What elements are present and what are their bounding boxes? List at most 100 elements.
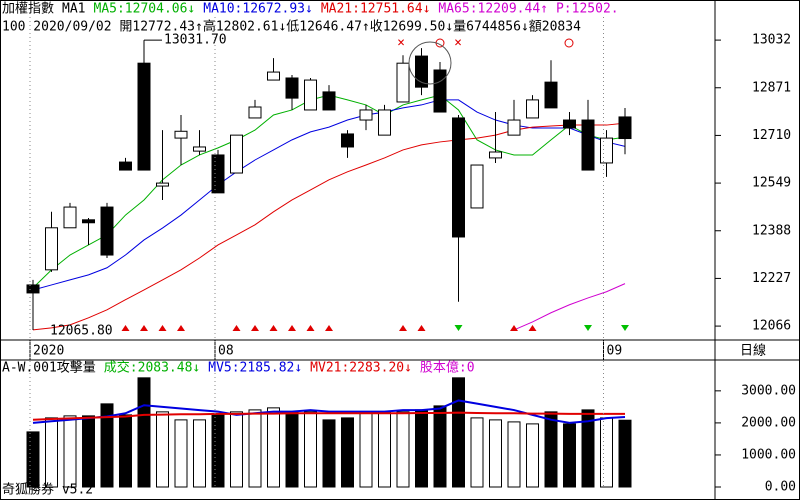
highlight-circle [408,41,452,85]
volume-bar [433,405,447,488]
volume-bar [193,419,206,488]
legend-item: A-W.001攻擊量 [2,360,96,376]
candle-body [137,62,151,171]
candle-body [544,81,558,109]
candle-body [526,99,539,119]
candle-body [285,77,299,99]
x-tick-label: 2020 [33,344,64,359]
y-tick-label: 1000.00 [741,447,796,462]
signal-circle [564,38,574,48]
y-tick-label: 12549 [752,176,791,191]
ohlc-line: 100 2020/09/02 開12772.43↑高12802.61↓低1264… [2,19,581,35]
signal-triangle [269,325,278,331]
candle-body [433,69,447,113]
volume-bar [415,409,428,488]
candle-body [156,182,169,187]
volume-bar [267,407,280,488]
signal-triangle [510,325,518,331]
candle-body [26,284,40,294]
candle-body [82,219,95,224]
signal-triangle [621,325,629,331]
volume-bar [489,419,502,488]
ma-line [32,99,626,291]
legend-item: 股本億:0 [420,360,475,376]
y-tick-label: 0.00 [765,480,796,495]
volume-bar [137,377,151,488]
signal-triangle [417,325,426,331]
legend-item: MV21:2283.20↓ [310,361,412,376]
candle-body [45,227,58,271]
signal-triangle [306,325,315,331]
signal-cross: × [397,36,405,51]
volume-bar [378,411,391,488]
signal-triangle [399,325,407,331]
signal-triangle [454,325,463,331]
candle-body [359,109,373,121]
volume-bar [63,415,77,488]
candle-body [193,146,206,152]
volume-bar [396,411,410,488]
y-tick-label: 13032 [752,33,791,48]
signals: × × [397,36,574,85]
candle-body [119,161,132,171]
legend-item: P:12502. [556,2,619,17]
candle-body [507,119,521,136]
y-tick-label: 3000.00 [741,383,796,398]
volume-bar [82,415,95,488]
volume-bar [359,411,373,488]
volume-bar [100,403,114,488]
volume-bar [211,414,225,488]
legend-item: MA21:12751.64↓ [321,2,431,17]
volume-bar [174,419,188,488]
x-tick-label: 08 [218,344,234,359]
ma-line [32,411,626,421]
signal-triangle [584,325,592,331]
volume-bar [618,419,632,488]
candle-body [396,62,410,103]
x-tick-label: 09 [607,344,623,359]
y-tick-label: 12227 [752,271,791,286]
candle-body [230,134,243,174]
candle-body [489,151,502,159]
volume-bar [156,411,169,488]
candle-body [378,109,391,136]
volume-bar [285,411,299,488]
candle-body [174,130,188,139]
volume-bar [470,417,484,488]
legend-item: MV5:2185.82↓ [208,361,302,376]
annotation: 12065.80 [50,324,113,339]
volume-bar [26,431,40,488]
plot-area: 13031.70 12065.80 [26,33,632,488]
legend-item: 成交:2083.48↓ [104,360,200,376]
volume-bar [544,411,558,488]
y-tick-label: 12710 [752,128,791,143]
volume-bar [119,414,132,488]
volume-bar [563,423,576,488]
legend-item: MA65:12209.44↑ [438,2,548,17]
candle-body [618,116,632,140]
candle-body [563,119,576,129]
candle-body [415,55,428,88]
volume-bar [507,421,521,488]
candle-body [63,206,77,229]
candle-body [452,117,465,238]
volume-bar [600,417,613,488]
candle-body [322,91,336,111]
volume-bar [526,423,539,488]
candle-body [100,206,114,256]
signal-triangle [121,325,130,331]
volume-bar [248,409,262,488]
volume-bar [452,377,465,488]
legend-item: MA10:12672.93↓ [203,2,313,17]
candle-body [581,119,595,171]
volume-bar [322,419,336,488]
signal-triangle [177,325,185,331]
candle-body [341,133,354,148]
legend-item: MA5:12704.06↓ [94,2,196,17]
volume-bar [581,409,595,488]
signal-cross: × [454,36,462,51]
ma-line [513,283,626,331]
candle-body [600,137,613,164]
y-tick-label: 2000.00 [741,415,796,430]
